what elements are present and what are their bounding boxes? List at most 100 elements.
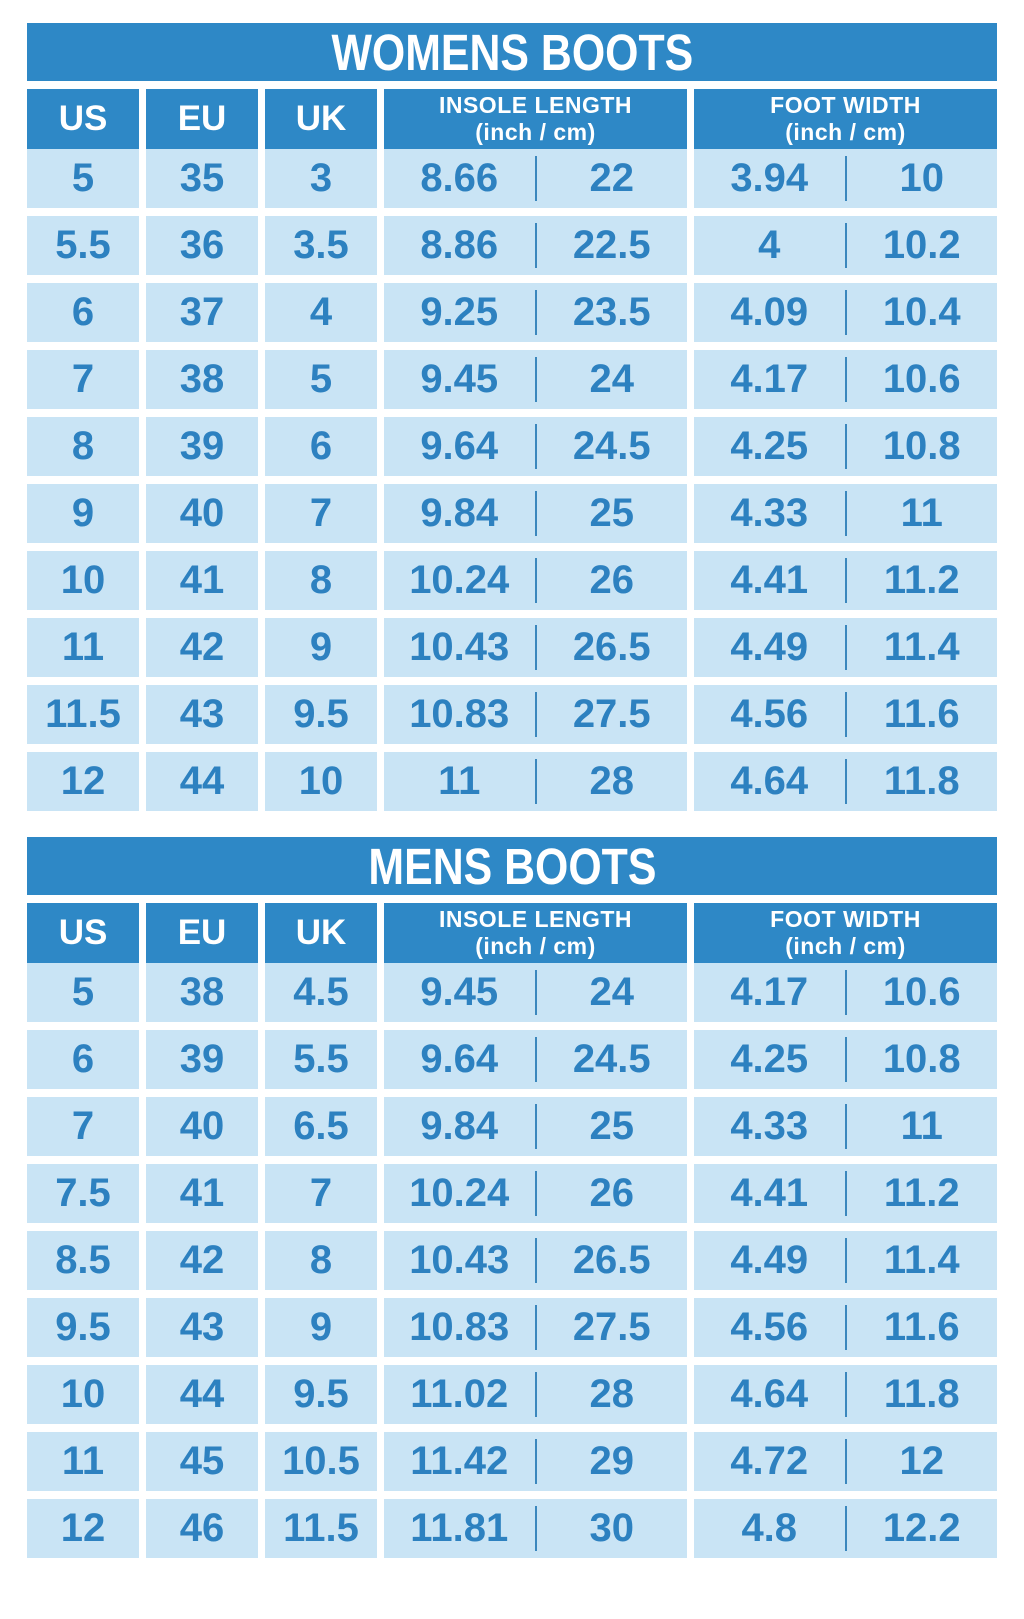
uk-size-value: 6 [309,424,333,468]
cell-divider-line [534,424,537,469]
uk-size-cell: 9 [265,618,377,677]
table-row: 8 39 6 9.64 24.5 4.25 [27,417,997,476]
us-size-cell: 11 [27,1432,139,1491]
eu-size-cell: 46 [146,1499,258,1558]
uk-size-value: 10.5 [282,1439,360,1483]
cell-divider-line [534,1439,537,1484]
womens-column-header-row: US EU UK INSOLE LENGTH (inch / cm) FOOT … [27,89,997,149]
eu-size-cell: 42 [146,1231,258,1290]
eu-size-value: 44 [179,1372,225,1416]
uk-size-value: 9.5 [293,692,349,736]
insole-inch-value: 9.84 [420,491,499,535]
foot-width-cm-value: 11.2 [883,1171,960,1215]
us-size-value: 9.5 [55,1305,111,1349]
foot-width-cell: 4.33 11 [694,1097,997,1156]
uk-size-value: 8 [309,1238,333,1282]
insole-cm-value: 28 [589,759,635,803]
us-size-cell: 9.5 [27,1298,139,1357]
mens-column-header-row: US EU UK INSOLE LENGTH (inch / cm) FOOT … [27,903,997,963]
insole-inch-value: 10.24 [409,1171,510,1215]
us-size-value: 10 [60,1372,106,1416]
uk-size-value: 9 [309,625,333,669]
insole-length-cell: 10.43 26.5 [384,618,687,677]
uk-size-cell: 5 [265,350,377,409]
insole-inch-value: 10.24 [409,558,510,602]
us-size-cell: 6 [27,283,139,342]
foot-width-cm-value: 11.4 [883,1238,960,1282]
uk-size-value: 7 [309,1171,333,1215]
foot-width-cell: 4.09 10.4 [694,283,997,342]
uk-size-value: 5 [309,357,333,401]
foot-width-inch-value: 4.56 [730,692,809,736]
foot-width-inch-value: 4.72 [730,1439,809,1483]
foot-width-cm-value: 11.8 [883,759,960,803]
uk-size-value: 11.5 [283,1506,359,1550]
us-size-cell: 12 [27,752,139,811]
us-size-cell: 11 [27,618,139,677]
us-size-value: 12 [60,759,106,803]
foot-width-column-header: FOOT WIDTH (inch / cm) [694,89,997,149]
eu-size-value: 46 [179,1506,225,1550]
insole-inch-value: 11.02 [410,1372,509,1416]
uk-size-cell: 3 [265,149,377,208]
eu-column-label: EU [177,913,227,952]
cell-divider-line [844,1305,847,1350]
table-row: 5 35 3 8.66 22 3.94 [27,149,997,208]
foot-width-inch-value: 4.49 [730,1238,809,1282]
womens-table-title: WOMENS BOOTS [331,23,693,81]
eu-size-cell: 43 [146,685,258,744]
insole-inch-value: 9.64 [420,1037,499,1081]
foot-width-cm-value: 11.8 [883,1372,960,1416]
cell-divider-line [844,491,847,536]
us-column-header: US [27,89,139,149]
uk-size-cell: 7 [265,1164,377,1223]
cell-divider-line [534,357,537,402]
uk-size-cell: 4 [265,283,377,342]
insole-cm-value: 26.5 [572,1238,651,1282]
us-column-header: US [27,903,139,963]
insole-inch-value: 11 [438,759,481,803]
insole-length-cell: 11.02 28 [384,1365,687,1424]
uk-size-cell: 4.5 [265,963,377,1022]
foot-width-unit-label: (inch / cm) [785,933,906,959]
insole-cm-value: 25 [589,491,635,535]
cell-divider-line [534,1506,537,1551]
eu-size-cell: 36 [146,216,258,275]
insole-inch-value: 9.64 [420,424,499,468]
insole-length-cell: 9.25 23.5 [384,283,687,342]
eu-size-value: 39 [179,424,225,468]
us-size-cell: 5 [27,963,139,1022]
table-row: 12 44 10 11 28 4.64 [27,752,997,811]
cell-divider-line [534,970,537,1015]
insole-length-column-header: INSOLE LENGTH (inch / cm) [384,903,687,963]
cell-divider-line [844,1104,847,1149]
eu-size-value: 42 [179,1238,225,1282]
foot-width-cm-value: 10.8 [882,424,961,468]
foot-width-cell: 4.72 12 [694,1432,997,1491]
cell-divider-line [534,223,537,268]
foot-width-cell: 4.56 11.6 [694,1298,997,1357]
insole-cm-value: 26 [589,1171,635,1215]
uk-size-value: 4.5 [293,970,349,1014]
cell-divider-line [534,625,537,670]
uk-column-label: UK [295,913,347,952]
us-size-value: 8.5 [55,1238,111,1282]
table-row: 11 42 9 10.43 26.5 4.49 [27,618,997,677]
eu-size-cell: 38 [146,350,258,409]
us-size-cell: 12 [27,1499,139,1558]
insole-inch-value: 11.81 [410,1506,509,1550]
table-row: 12 46 11.5 11.81 30 4.8 [27,1499,997,1558]
us-size-cell: 7 [27,350,139,409]
foot-width-cm-value: 10.4 [882,290,961,334]
cell-divider-line [844,1238,847,1283]
insole-inch-value: 9.84 [420,1104,499,1148]
table-row: 7.5 41 7 10.24 26 4.41 [27,1164,997,1223]
us-size-value: 10 [60,558,106,602]
foot-width-inch-value: 4.8 [741,1506,798,1550]
foot-width-inch-value: 4.09 [730,290,809,334]
cell-divider-line [534,759,537,804]
us-size-value: 7.5 [55,1171,111,1215]
eu-size-cell: 44 [146,752,258,811]
cell-divider-line [534,1171,537,1216]
insole-cm-value: 22.5 [572,223,651,267]
